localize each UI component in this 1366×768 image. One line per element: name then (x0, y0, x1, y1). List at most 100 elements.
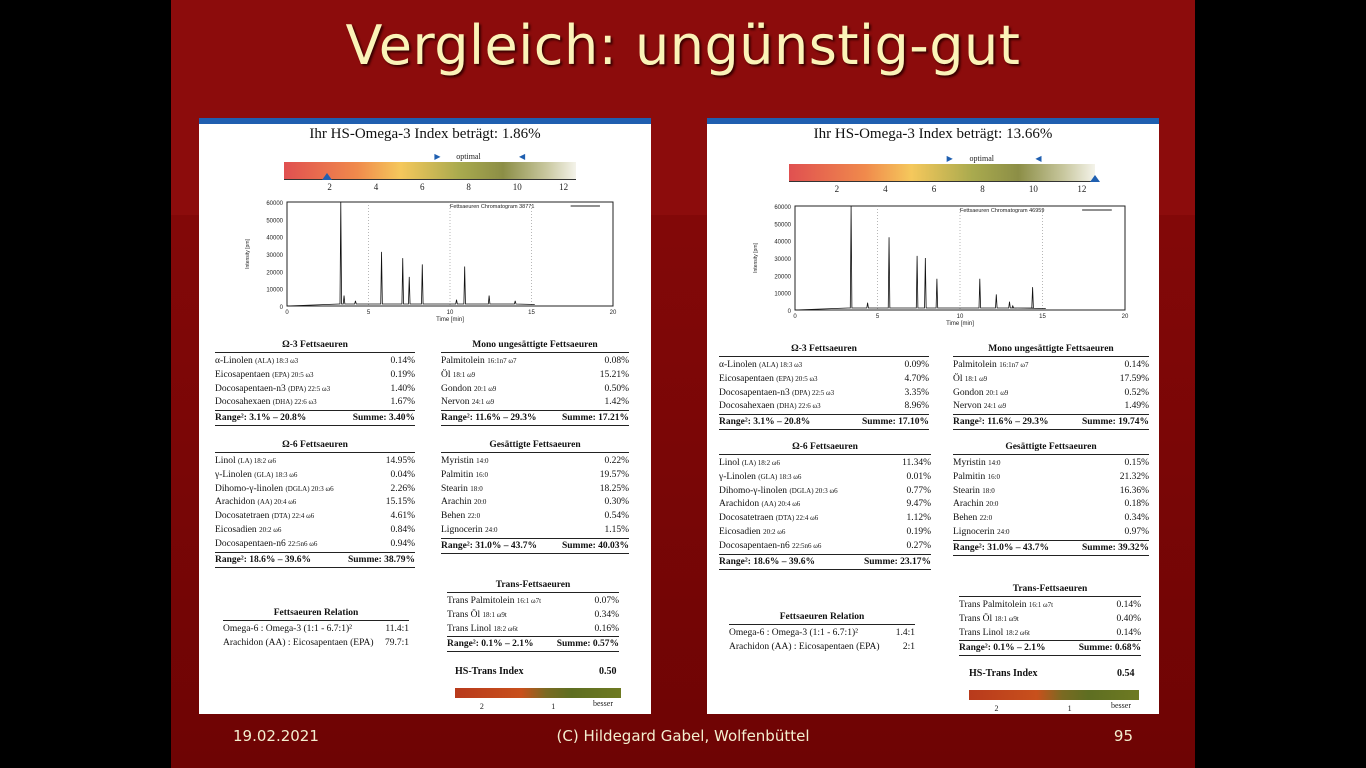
index-marker-icon (322, 173, 333, 180)
fatty-acid-value: 14.95% (385, 456, 415, 466)
fatty-acid-value: 0.94% (390, 538, 415, 549)
table-row: Nervon 24:1 ω9 1.49% (953, 400, 1149, 414)
table-row: Nervon 24:1 ω9 1.42% (441, 396, 629, 410)
table-row: γ-Linolen (GLA) 18:3 ω6 0.04% (215, 469, 415, 483)
fatty-acid-name: Behen 22:0 (441, 510, 480, 524)
section-heading: Mono ungesättigte Fettsaeuren (953, 344, 1149, 357)
fatty-acid-code: 18:1 ω9 (964, 374, 988, 383)
table-row: Eicosapentaen (EPA) 20:5 ω3 0.19% (215, 369, 415, 383)
fatty-acid-value: 1.40% (390, 383, 415, 394)
fatty-acid-code: (DGLA) 20:3 ω6 (789, 486, 838, 495)
fatty-acid-value: 0.52% (1124, 387, 1149, 398)
fatty-acid-code: 24:0 (997, 527, 1010, 536)
fatty-acid-value: 1.4:1 (895, 628, 915, 638)
fatty-acid-label: Myristin (953, 458, 986, 468)
fatty-acid-label: Trans Palmitolein (447, 596, 515, 606)
table-row: Behen 22:0 0.34% (953, 512, 1149, 526)
fatty-acid-name: γ-Linolen (GLA) 18:3 ω6 (719, 471, 801, 485)
table-row: Docosapentaen-n3 (DPA) 22:5 ω3 1.40% (215, 383, 415, 397)
fatty-acid-name: Myristin 14:0 (953, 457, 1001, 471)
fatty-acid-name: Öl 18:1 ω9 (441, 369, 475, 383)
table-row: Eicosadien 20:2 ω6 0.19% (719, 526, 931, 540)
table-row: Trans Palmitolein 16:1 ω7t 0.14% (959, 599, 1141, 613)
fatty-acid-name: Docosapentaen-n3 (DPA) 22:5 ω3 (215, 383, 330, 397)
fatty-acid-value: 0.16% (594, 623, 619, 634)
fatty-acid-name: Nervon 24:1 ω9 (441, 396, 494, 410)
fatty-acid-code: 16:1 ω7t (1028, 601, 1054, 609)
section-relation: Fettsaeuren Relation Omega-6 : Omega-3 (1… (729, 612, 915, 655)
section-heading: Gesättigte Fettsaeuren (441, 440, 629, 453)
fatty-acid-value: 4.70% (904, 373, 929, 384)
table-row: Lignocerin 24:0 0.97% (953, 526, 1149, 540)
fatty-acid-value: 9.47% (906, 499, 931, 510)
table-row: Myristin 14:0 0.15% (953, 457, 1149, 471)
fatty-acid-name: Palmitolein 16:1n7 ω7 (953, 359, 1029, 373)
x-tick-label: 10 (447, 310, 454, 316)
besser-label: besser (1111, 701, 1131, 710)
section-heading: Ω-3 Fettsaeuren (215, 340, 415, 353)
range-text: Range²: 0.1% – 2.1% (447, 639, 534, 650)
fatty-acid-label: γ-Linolen (719, 471, 756, 482)
fatty-acid-name: Omega-6 : Omega-3 (1:1 - 6.7:1)² (729, 627, 858, 641)
fatty-acid-label: Linol (719, 458, 740, 468)
fatty-acid-code: 18:1 ω9t (994, 614, 1019, 623)
hs-trans-tick-label: 2 (994, 704, 999, 713)
optimal-label: optimal (456, 152, 481, 161)
fatty-acid-code: 20:2 ω6 (763, 527, 786, 536)
y-tick-label: 0 (280, 305, 284, 311)
y-tick-label: 30000 (774, 257, 791, 263)
fatty-acid-label: Behen (953, 513, 978, 524)
fatty-acid-code: 20:1 ω9 (986, 388, 1009, 397)
table-row: Trans Öl 18:1 ω9t 0.34% (447, 609, 619, 623)
chromatogram-svg: 60000 50000 40000 30000 20000 10000 00 5 10 15 20 T… (245, 201, 617, 323)
chromatogram-chart: 60000 50000 40000 30000 20000 10000 0 0 5 10 15 20 T… (235, 192, 623, 328)
table-row: Arachidon (AA) : Eicosapentaen (EPA) 2:1 (729, 641, 915, 655)
table-row: Linol (LA) 18:2 ω6 11.34% (719, 457, 931, 471)
x-tick-label: 5 (367, 310, 371, 316)
range-text: Range²: 3.1% – 20.8% (719, 417, 811, 428)
fatty-acid-name: Lignocerin 24:0 (441, 524, 498, 538)
hs-trans-index-label: HS-Trans Index (969, 668, 1038, 679)
fatty-acid-name: Omega-6 : Omega-3 (1:1 - 6.7:1)² (223, 623, 352, 637)
sum-text: Summe: 17.21% (561, 413, 629, 424)
table-row: Arachin 20:0 0.18% (953, 498, 1149, 512)
section-omega6: Ω-6 Fettsaeuren Linol (LA) 18:2 ω6 11.34% γ… (719, 442, 931, 570)
fatty-acid-label: Eicosadien (719, 526, 761, 537)
fatty-acid-value: 15.21% (599, 369, 629, 380)
fatty-acid-code: (DHA) 22:6 ω3 (272, 398, 317, 407)
besser-label: besser (593, 699, 613, 708)
fatty-acid-code: 24:0 (485, 525, 498, 534)
fatty-acid-value: 0.19% (390, 369, 415, 380)
omega3-index-scale: optimal ▶ ◀ 2 4 6 8 10 12 (284, 152, 576, 202)
fatty-acid-code: (GLA) 18:3 ω6 (758, 472, 802, 481)
fatty-acid-label: Docosahexaen (215, 397, 271, 408)
fatty-acid-value: 1.49% (1124, 401, 1149, 412)
fatty-acid-label: α-Linolen (719, 360, 757, 370)
fatty-acid-code: 24:1 ω9 (983, 402, 1007, 411)
fatty-acid-value: 1.12% (906, 513, 931, 524)
fatty-acid-value: 0.34% (594, 609, 619, 620)
y-axis-label: Intensity [pm] (245, 239, 251, 269)
section-heading: Ω-6 Fettsaeuren (719, 442, 931, 455)
fatty-acid-label: Linol (215, 456, 236, 466)
table-row: Dihomo-γ-linolen (DGLA) 20:3 ω6 0.77% (719, 485, 931, 499)
section-heading: Fettsaeuren Relation (729, 612, 915, 625)
scale-tick-label: 4 (883, 184, 888, 194)
table-row: Trans Linol 18:2 ω6t 0.14% (959, 627, 1141, 641)
table-row: Lignocerin 24:0 1.15% (441, 524, 629, 538)
table-row: Behen 22:0 0.54% (441, 510, 629, 524)
sum-text: Summe: 3.40% (352, 413, 415, 424)
fatty-acid-code: 22:5n6 ω6 (792, 541, 822, 550)
scale-tick-label: 6 (931, 184, 937, 194)
scale-axis (789, 181, 1095, 182)
fatty-acid-name: Trans Linol 18:2 ω6t (959, 627, 1030, 641)
fatty-acid-value: 16.36% (1119, 485, 1149, 496)
range-text: Range²: 31.0% – 43.7% (953, 542, 1049, 553)
scale-tick-label: 2 (327, 182, 332, 192)
fatty-acid-value: 0.14% (1124, 360, 1149, 370)
sum-text: Summe: 0.68% (1078, 643, 1141, 654)
scale-tick-label: 4 (373, 182, 379, 192)
omega3-index-title: Ihr HS-Omega-3 Index beträgt: 1.86% (309, 126, 541, 142)
table-row: Docosatetraen (DTA) 22:4 ω6 4.61% (215, 510, 415, 524)
fatty-acid-name: Stearin 18:0 (953, 485, 995, 499)
